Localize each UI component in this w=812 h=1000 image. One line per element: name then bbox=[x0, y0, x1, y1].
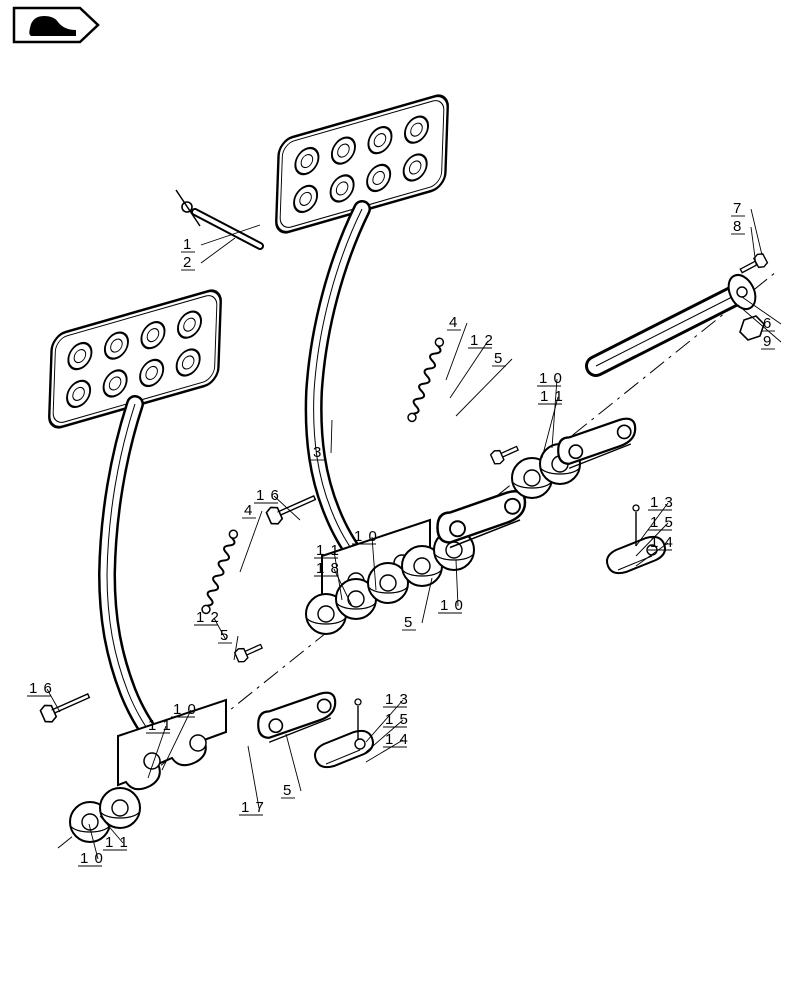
callout-label: 1 7 bbox=[241, 799, 265, 816]
callout-label: 8 bbox=[733, 218, 742, 235]
link-bracket-left bbox=[258, 693, 335, 743]
callout-label: 4 bbox=[449, 314, 458, 331]
callout-label: 1 6 bbox=[29, 680, 53, 697]
callout-label: 1 5 bbox=[650, 514, 674, 531]
callout-label: 7 bbox=[733, 200, 742, 217]
callout-label: 1 4 bbox=[385, 731, 409, 748]
return-spring-left bbox=[201, 529, 239, 614]
callout-label: 1 4 bbox=[650, 534, 674, 551]
callout-label: 5 bbox=[220, 627, 229, 644]
header-stamp-icon bbox=[14, 8, 98, 42]
callout-label: 1 0 bbox=[354, 528, 378, 545]
callout-label: 1 2 bbox=[196, 609, 220, 626]
callout-label: 4 bbox=[244, 502, 253, 519]
callout-label: 1 0 bbox=[440, 597, 464, 614]
callout-label: 1 1 bbox=[105, 834, 129, 851]
link-bracket-mid bbox=[438, 491, 526, 547]
callout-label: 3 bbox=[313, 444, 322, 461]
callout-label: 1 6 bbox=[256, 487, 280, 504]
callout-label: 1 3 bbox=[385, 691, 409, 708]
callout-label: 1 8 bbox=[316, 560, 340, 577]
callout-label: 1 0 bbox=[173, 701, 197, 718]
callout-label: 5 bbox=[494, 350, 503, 367]
callout-label: 1 1 bbox=[148, 717, 172, 734]
pivot-bolt-mid bbox=[490, 442, 520, 466]
callout-label: 1 0 bbox=[80, 850, 104, 867]
pivot-bolt-left bbox=[234, 640, 264, 664]
callout-label: 1 1 bbox=[316, 542, 340, 559]
link-bracket-right bbox=[558, 419, 635, 469]
callout-label: 5 bbox=[283, 782, 292, 799]
callout-label: 1 0 bbox=[539, 370, 563, 387]
callout-label: 1 3 bbox=[650, 494, 674, 511]
callout-label: 1 2 bbox=[470, 332, 494, 349]
callout-label: 9 bbox=[763, 333, 772, 350]
callout-label: 2 bbox=[183, 254, 192, 271]
exploded-diagram: 12786941 251 01 131 61 11 81 051 01 31 5… bbox=[0, 0, 812, 1000]
callout-label: 6 bbox=[763, 315, 772, 332]
pedal-left bbox=[49, 287, 226, 789]
callout-label: 1 5 bbox=[385, 711, 409, 728]
callout-label: 1 bbox=[183, 236, 192, 253]
callout-label: 1 1 bbox=[540, 388, 564, 405]
return-spring-right bbox=[407, 337, 445, 422]
callout-label: 5 bbox=[404, 614, 413, 631]
